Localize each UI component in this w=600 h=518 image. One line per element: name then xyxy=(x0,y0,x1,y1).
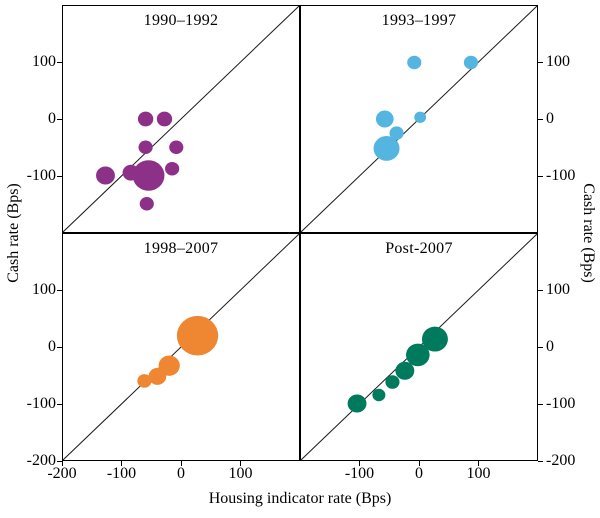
data-bubble xyxy=(375,110,394,128)
data-bubble xyxy=(132,160,165,191)
y-tick-mark-left xyxy=(57,61,62,63)
panel-plot-area xyxy=(301,234,537,460)
y-tick-label-left: 100 xyxy=(32,281,56,298)
y-tick-label-right: -100 xyxy=(546,167,576,184)
y-tick-label-left: -100 xyxy=(26,395,56,412)
x-tick-mark xyxy=(240,461,241,466)
data-bubble xyxy=(137,374,152,388)
panel-1990-1992: 1990–1992 xyxy=(62,5,300,233)
x-tick-mark xyxy=(61,461,63,466)
panel-plot-area xyxy=(63,234,299,460)
y-tick-mark-left xyxy=(57,289,62,291)
data-bubble xyxy=(169,140,184,155)
data-bubble xyxy=(373,135,400,161)
data-bubble xyxy=(176,315,219,356)
y-axis-title-right: Cash rate (Bps) xyxy=(580,183,597,283)
y-tick-label-left: 0 xyxy=(48,338,56,355)
y-tick-label-left: 100 xyxy=(32,53,56,70)
data-bubble xyxy=(389,126,404,140)
data-bubble xyxy=(395,361,415,380)
panel-title: Post-2007 xyxy=(385,240,453,257)
y-tick-mark-left xyxy=(57,403,62,405)
x-tick-mark xyxy=(121,461,122,466)
panel-post-2007: Post-2007 xyxy=(300,233,538,461)
y-tick-label-left: -100 xyxy=(26,167,56,184)
y-tick-mark-right xyxy=(538,118,543,120)
panel-1993-1997: 1993–1997 xyxy=(300,5,538,233)
data-bubble xyxy=(414,111,427,123)
y-tick-label-left: -200 xyxy=(26,452,56,469)
y-tick-mark-left xyxy=(57,118,62,120)
panel-title: 1993–1997 xyxy=(381,12,457,29)
data-bubble xyxy=(421,326,448,352)
data-bubble xyxy=(347,394,367,413)
y-tick-mark-right xyxy=(538,346,543,348)
data-bubble xyxy=(372,388,386,402)
y-tick-mark-right xyxy=(538,403,543,405)
data-bubble xyxy=(138,140,153,155)
x-tick-mark xyxy=(180,461,182,466)
panel-title: 1998–2007 xyxy=(143,240,219,257)
data-bubble xyxy=(407,55,422,70)
x-axis-title: Housing indicator rate (Bps) xyxy=(208,490,392,507)
data-bubble xyxy=(96,166,115,185)
y-tick-label-right: 0 xyxy=(546,110,554,127)
x-tick-label: 0 xyxy=(415,465,423,482)
data-bubble xyxy=(463,55,478,70)
panel-plot-area xyxy=(301,6,537,232)
data-bubble xyxy=(406,343,430,367)
x-tick-label: -100 xyxy=(106,465,137,482)
y-tick-label-left: 0 xyxy=(48,110,56,127)
data-bubble xyxy=(158,355,180,376)
x-tick-label: 100 xyxy=(466,465,491,482)
diagonal-reference-line xyxy=(63,6,299,232)
y-axis-title-left: Cash rate (Bps) xyxy=(5,183,22,283)
data-bubble xyxy=(385,375,400,389)
panel-title: 1990–1992 xyxy=(143,12,219,29)
x-tick-mark xyxy=(478,461,479,466)
x-tick-label: -100 xyxy=(344,465,375,482)
y-tick-mark-left xyxy=(57,346,62,348)
y-tick-mark-right xyxy=(538,289,543,291)
y-tick-mark-right xyxy=(538,460,543,462)
panel-plot-area xyxy=(63,6,299,232)
y-tick-label-right: 100 xyxy=(546,281,570,298)
x-tick-mark xyxy=(418,461,420,466)
data-bubble xyxy=(139,196,154,211)
data-bubble xyxy=(165,161,180,176)
data-bubble xyxy=(137,111,154,127)
y-tick-label-right: -100 xyxy=(546,395,576,412)
x-tick-label: 100 xyxy=(228,465,253,482)
plot-grid: 1990–1992 1993–1997 1998–2007 Post-2007 xyxy=(62,5,538,461)
y-tick-mark-right xyxy=(538,61,543,63)
x-tick-label: 0 xyxy=(177,465,185,482)
x-tick-label: -200 xyxy=(47,465,77,482)
y-tick-mark-right xyxy=(538,175,543,177)
y-tick-mark-left xyxy=(57,175,62,177)
data-bubble xyxy=(156,111,173,127)
y-tick-mark-left xyxy=(57,460,62,462)
y-tick-label-right: 0 xyxy=(546,338,554,355)
y-tick-label-right: 100 xyxy=(546,53,570,70)
panel-1998-2007: 1998–2007 xyxy=(62,233,300,461)
y-tick-label-right: -200 xyxy=(546,452,576,469)
x-tick-mark xyxy=(359,461,360,466)
